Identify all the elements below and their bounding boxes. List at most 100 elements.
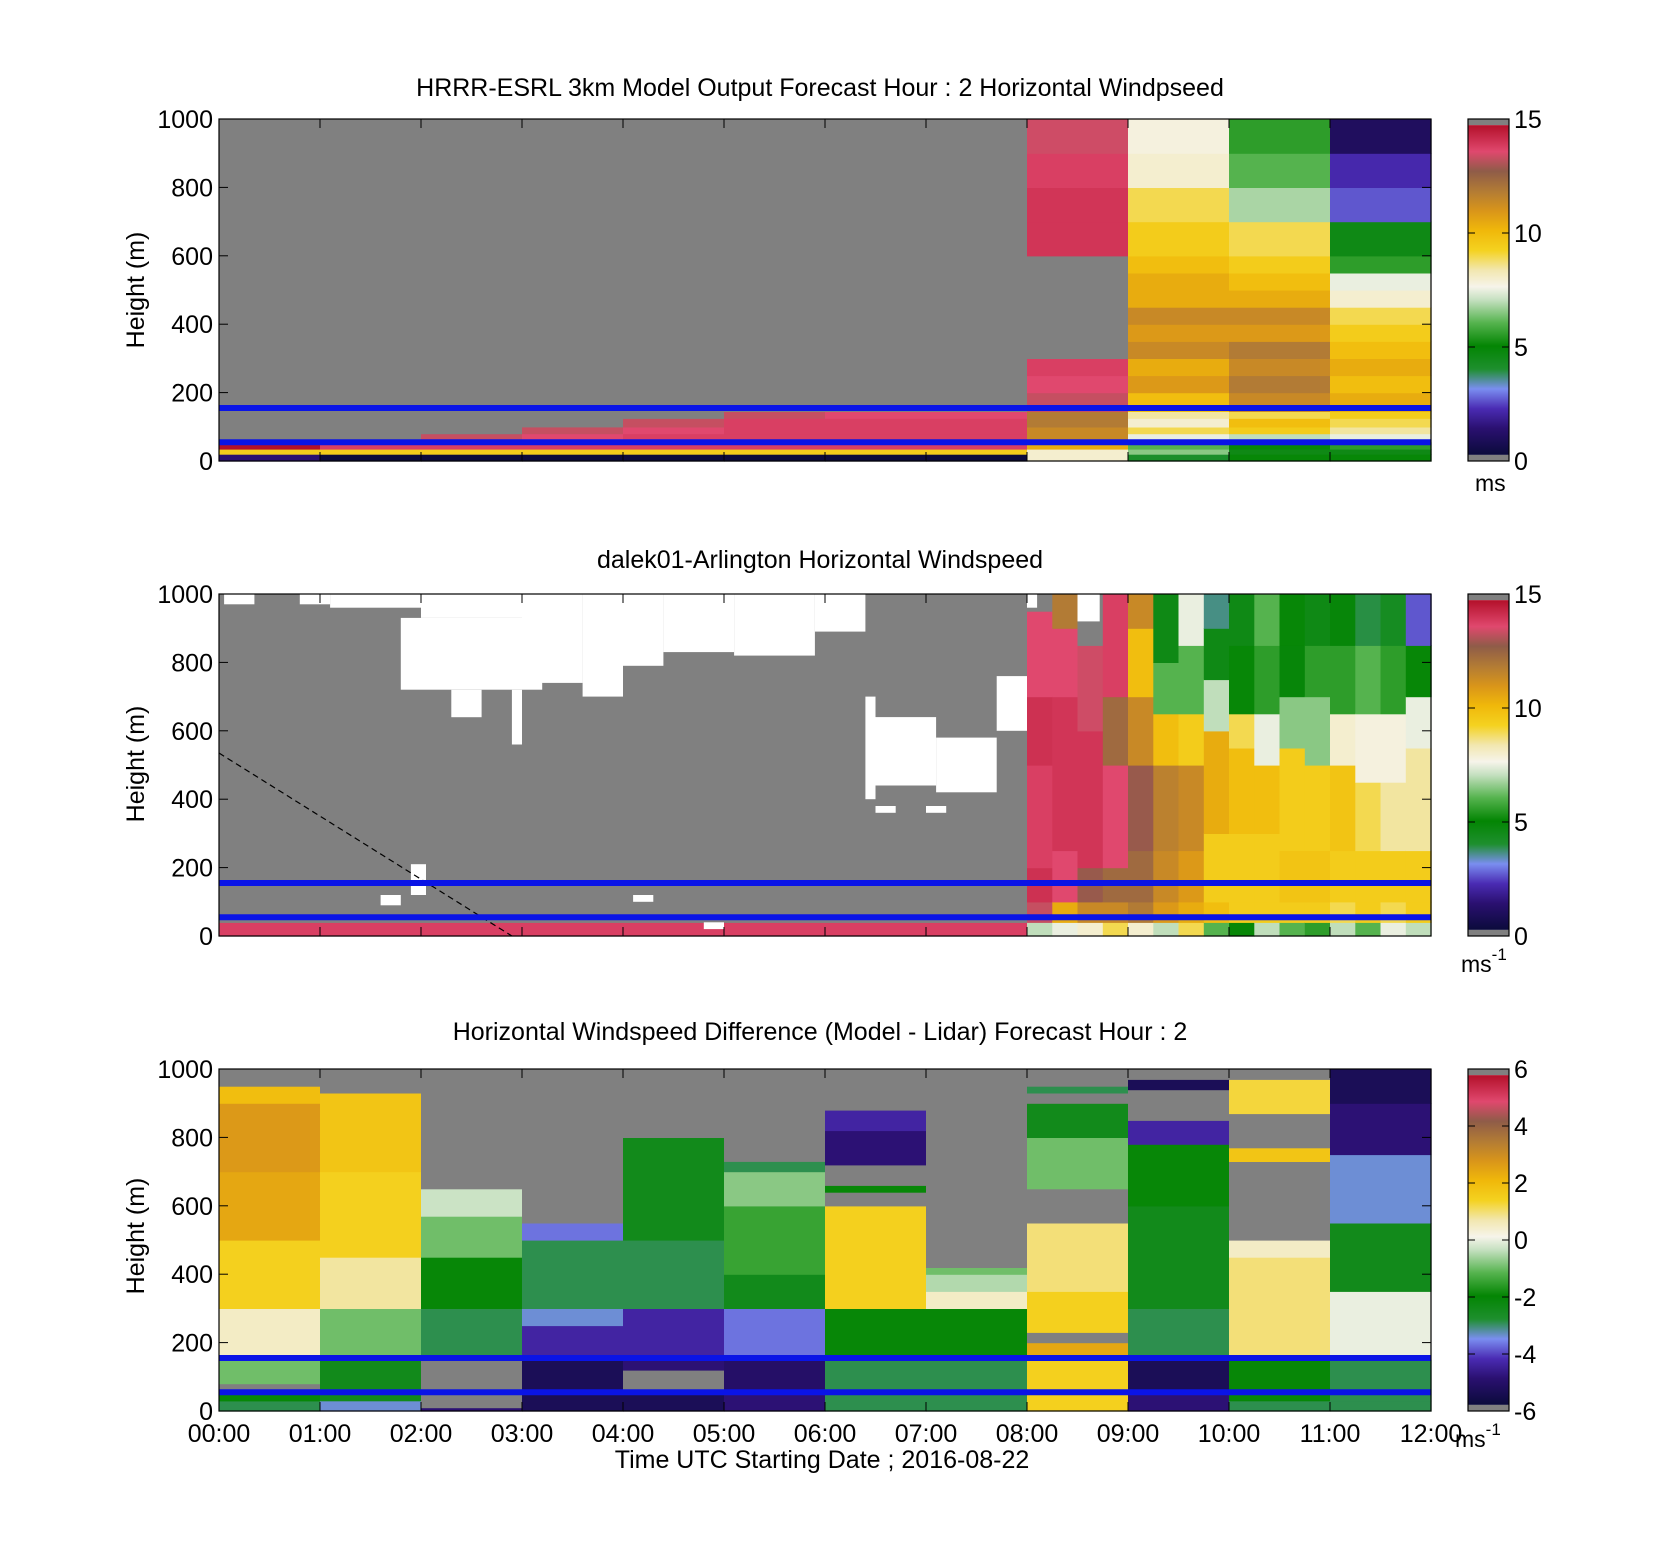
heatmap-cell bbox=[1304, 594, 1331, 646]
heatmap-cell bbox=[522, 426, 624, 435]
colorbar-unit-base: ms bbox=[1475, 470, 1506, 496]
colorbar-cap-top bbox=[1468, 1069, 1509, 1076]
missing-cell bbox=[320, 119, 422, 443]
heatmap-cell bbox=[1128, 1359, 1230, 1392]
heatmap-cell bbox=[1229, 307, 1331, 325]
heatmap-cell bbox=[1128, 153, 1230, 188]
no-data-gap bbox=[380, 895, 401, 906]
heatmap-cell bbox=[1330, 594, 1356, 646]
heatmap-cell bbox=[825, 433, 927, 443]
heatmap-cell bbox=[1128, 324, 1230, 342]
heatmap-cell bbox=[522, 454, 624, 462]
heatmap-cell bbox=[1229, 426, 1331, 435]
colorbar-tick-label: 6 bbox=[1514, 1056, 1528, 1084]
heatmap-cell bbox=[1330, 255, 1432, 274]
heatmap-cell bbox=[1027, 221, 1129, 257]
y-tick-label: 1000 bbox=[157, 1056, 213, 1084]
heatmap-cell bbox=[219, 1171, 321, 1241]
heatmap-cell bbox=[1229, 713, 1255, 749]
y-tick-label: 1000 bbox=[157, 581, 213, 609]
missing-cell bbox=[825, 1069, 927, 1111]
heatmap-cell bbox=[1229, 324, 1331, 342]
heatmap-cell bbox=[1405, 922, 1432, 937]
heatmap-cell bbox=[1027, 1291, 1129, 1333]
heatmap-cell bbox=[1153, 662, 1180, 715]
heatmap-cell bbox=[1178, 922, 1205, 937]
heatmap-cell bbox=[825, 418, 927, 428]
colorbar-frame bbox=[1467, 593, 1510, 937]
heatmap-cell bbox=[1405, 850, 1432, 903]
missing-cell bbox=[724, 1069, 826, 1162]
heatmap-cell bbox=[1304, 922, 1331, 937]
heatmap-cell bbox=[1052, 628, 1079, 698]
heatmap-cell bbox=[1229, 1257, 1331, 1309]
heatmap-cell bbox=[1027, 454, 1129, 462]
heatmap-cell bbox=[421, 1216, 523, 1258]
missing-cell bbox=[421, 1069, 523, 1190]
heatmap-cell bbox=[1128, 696, 1154, 766]
heatmap-cell bbox=[421, 1257, 523, 1309]
heatmap-cell bbox=[1330, 1103, 1432, 1156]
y-tick-label: 600 bbox=[171, 243, 213, 271]
no-data-gap bbox=[451, 689, 482, 718]
no-data-gap bbox=[330, 594, 421, 608]
heatmap-cell bbox=[1229, 1240, 1331, 1258]
no-data-gap bbox=[511, 689, 522, 745]
heatmap-cell bbox=[825, 1110, 927, 1132]
heatmap-cell bbox=[1229, 747, 1255, 834]
no-data-gap bbox=[410, 864, 426, 895]
y-tick-label: 800 bbox=[171, 1124, 213, 1152]
heatmap-cell bbox=[320, 454, 422, 462]
heatmap-cell bbox=[1330, 765, 1356, 852]
heatmap-cell bbox=[219, 1359, 321, 1385]
heatmap-cell bbox=[1027, 433, 1129, 443]
heatmap-cell bbox=[320, 1171, 422, 1258]
colorbar-unit-base: ms bbox=[1461, 951, 1492, 977]
heatmap-cell bbox=[1128, 628, 1154, 698]
heatmap-cell bbox=[1128, 411, 1230, 419]
heatmap-cell bbox=[1229, 433, 1331, 443]
heatmap-cell bbox=[421, 433, 523, 443]
heatmap-cell bbox=[1153, 594, 1180, 663]
heatmap-cell bbox=[825, 1359, 927, 1412]
heatmap-cell bbox=[1254, 645, 1281, 715]
heatmap-cell bbox=[926, 433, 1028, 443]
colorbar-cap-top bbox=[1468, 594, 1509, 601]
heatmap-cell bbox=[1330, 290, 1432, 308]
no-data-gap bbox=[522, 594, 583, 683]
heatmap-cell bbox=[1128, 290, 1230, 308]
heatmap-cell bbox=[1405, 645, 1432, 698]
heatmap-cell bbox=[1279, 850, 1306, 903]
heatmap-cell bbox=[825, 442, 927, 450]
heatmap-cell bbox=[1229, 442, 1331, 450]
heatmap-cell bbox=[1128, 594, 1154, 629]
heatmap-cell bbox=[825, 426, 927, 435]
x-tick-label: 00:00 bbox=[188, 1420, 251, 1448]
heatmap-cell bbox=[1052, 594, 1079, 629]
heatmap-cell bbox=[1254, 765, 1281, 834]
colorbar-tick-label: 0 bbox=[1514, 1227, 1528, 1255]
no-data-gap bbox=[926, 806, 947, 813]
heatmap-cell bbox=[320, 442, 422, 450]
heatmap-cell bbox=[1027, 1359, 1129, 1412]
heatmap-cell bbox=[219, 1103, 321, 1173]
heatmap-cell bbox=[623, 1390, 725, 1412]
heatmap-cell bbox=[1380, 782, 1407, 852]
no-data-gap bbox=[663, 594, 735, 653]
x-tick-label: 01:00 bbox=[289, 1420, 352, 1448]
model-windspeed-panel: HRRR-ESRL 3km Model Output Forecast Hour… bbox=[122, 74, 1542, 496]
heatmap-cell bbox=[1229, 418, 1331, 428]
heatmap-cell bbox=[623, 449, 725, 455]
heatmap-cell bbox=[1355, 594, 1382, 646]
heatmap-cell bbox=[219, 1400, 321, 1412]
heatmap-cell bbox=[1304, 765, 1331, 852]
no-data-gap bbox=[299, 594, 331, 605]
heatmap-cell bbox=[1102, 696, 1129, 766]
no-data-gap bbox=[582, 594, 623, 697]
heatmap-cell bbox=[522, 1359, 624, 1412]
heatmap-cell bbox=[1330, 1154, 1432, 1224]
heatmap-cell bbox=[1254, 713, 1281, 766]
no-data-gap bbox=[1027, 594, 1038, 608]
heatmap-cell bbox=[724, 454, 826, 462]
no-data-gap bbox=[734, 594, 815, 656]
